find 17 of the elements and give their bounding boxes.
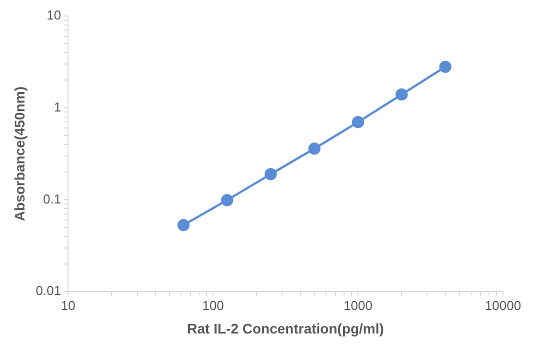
point [439, 60, 452, 73]
point [221, 194, 234, 206]
y-tick-label: 1 [54, 99, 62, 114]
y-tick-label: 0.01 [36, 283, 62, 298]
point [264, 168, 277, 180]
x-tick-label: 10000 [484, 298, 522, 313]
y-tick-label: 0.1 [43, 191, 62, 206]
point [177, 218, 190, 232]
x-tick-label: 1000 [344, 298, 372, 313]
y-tick-label: 10 [46, 8, 62, 23]
point [308, 142, 320, 155]
x-axis-title: Rat IL-2 Concentration(pg/ml) [187, 320, 384, 336]
point [352, 116, 364, 128]
point [396, 88, 408, 101]
y-axis-title: Absorbance(450nm) [11, 86, 28, 222]
x-tick-label: 10 [60, 298, 76, 313]
x-tick-label: 100 [202, 298, 224, 313]
